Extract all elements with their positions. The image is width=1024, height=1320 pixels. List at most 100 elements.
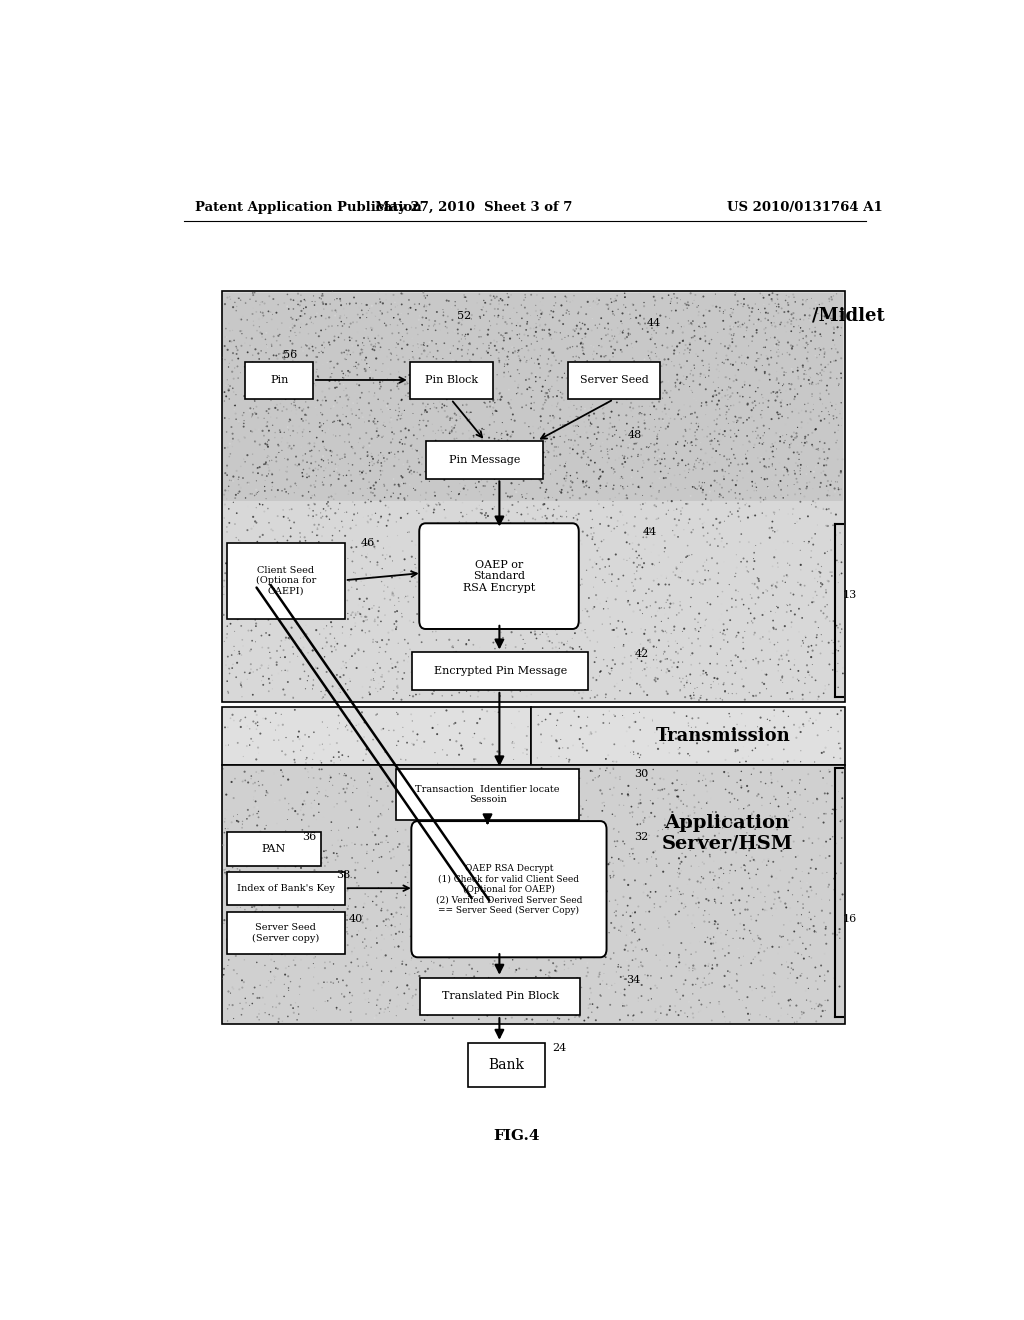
Point bbox=[317, 785, 334, 807]
Point bbox=[536, 939, 552, 960]
Text: Transaction  Identifier locate
Sessoin: Transaction Identifier locate Sessoin bbox=[416, 785, 560, 804]
Point bbox=[474, 418, 490, 440]
Point bbox=[812, 643, 828, 664]
Point bbox=[586, 372, 602, 393]
Point bbox=[297, 758, 313, 779]
Point bbox=[314, 597, 331, 618]
Point bbox=[492, 638, 508, 659]
Point bbox=[563, 429, 580, 450]
Point bbox=[360, 533, 377, 554]
Point bbox=[535, 329, 551, 350]
Point bbox=[484, 837, 501, 858]
Point bbox=[239, 589, 255, 610]
Point bbox=[623, 308, 639, 329]
Point bbox=[690, 898, 707, 919]
Point bbox=[237, 451, 253, 473]
Point bbox=[744, 649, 761, 671]
Point bbox=[228, 409, 245, 430]
Point bbox=[477, 788, 494, 809]
Point bbox=[509, 552, 525, 573]
Point bbox=[816, 343, 833, 364]
Point bbox=[826, 968, 843, 989]
Point bbox=[760, 833, 776, 854]
Point bbox=[733, 818, 750, 840]
Point bbox=[715, 302, 731, 323]
Point bbox=[401, 461, 418, 482]
Point bbox=[551, 671, 567, 692]
Point bbox=[347, 383, 364, 404]
Point bbox=[531, 807, 548, 828]
Point bbox=[263, 585, 280, 606]
Point bbox=[581, 446, 597, 467]
Point bbox=[676, 618, 692, 639]
Point bbox=[609, 511, 626, 532]
Point bbox=[751, 944, 767, 965]
Point bbox=[530, 615, 547, 636]
Point bbox=[234, 813, 251, 834]
Point bbox=[500, 425, 516, 446]
Point bbox=[453, 763, 469, 784]
Point bbox=[597, 863, 613, 884]
Point bbox=[503, 397, 519, 418]
Point bbox=[518, 896, 535, 917]
Point bbox=[460, 904, 476, 925]
Point bbox=[492, 978, 508, 999]
Point bbox=[591, 966, 607, 987]
Point bbox=[465, 781, 481, 803]
Point bbox=[456, 593, 472, 614]
Point bbox=[476, 465, 493, 486]
Point bbox=[381, 770, 397, 791]
Point bbox=[269, 444, 286, 465]
Point bbox=[730, 622, 746, 643]
Point bbox=[538, 506, 554, 527]
Point bbox=[692, 508, 709, 529]
Point bbox=[254, 465, 270, 486]
Point bbox=[461, 564, 477, 585]
Point bbox=[791, 479, 807, 500]
Point bbox=[431, 494, 447, 515]
Point bbox=[457, 286, 473, 308]
Point bbox=[774, 665, 791, 686]
Point bbox=[265, 932, 282, 953]
Point bbox=[814, 631, 830, 652]
Point bbox=[720, 682, 736, 704]
Point bbox=[826, 422, 843, 444]
Point bbox=[570, 682, 587, 704]
Point bbox=[269, 599, 286, 620]
Point bbox=[755, 750, 771, 771]
Point bbox=[534, 524, 550, 545]
Point bbox=[292, 968, 308, 989]
Point bbox=[216, 391, 232, 412]
Point bbox=[679, 1006, 695, 1027]
Bar bbox=[531, 708, 845, 766]
Point bbox=[825, 747, 842, 768]
Point bbox=[222, 614, 239, 635]
Point bbox=[547, 422, 563, 444]
Point bbox=[255, 359, 271, 380]
Point bbox=[364, 334, 380, 355]
Point bbox=[654, 371, 671, 392]
Point bbox=[459, 556, 475, 577]
Point bbox=[626, 552, 642, 573]
Point bbox=[458, 965, 474, 986]
Point bbox=[429, 368, 445, 389]
Point bbox=[752, 682, 768, 704]
Point bbox=[734, 878, 751, 899]
Point bbox=[540, 626, 556, 647]
Point bbox=[605, 304, 622, 325]
Point bbox=[810, 995, 826, 1016]
Point bbox=[402, 381, 419, 403]
Point bbox=[362, 445, 379, 466]
Point bbox=[224, 428, 241, 449]
Point bbox=[566, 429, 583, 450]
Point bbox=[497, 356, 513, 378]
Point bbox=[489, 298, 506, 319]
Point bbox=[641, 347, 657, 368]
Point bbox=[338, 791, 354, 812]
Point bbox=[657, 648, 674, 669]
Point bbox=[341, 461, 357, 482]
Point bbox=[812, 845, 828, 866]
Point bbox=[530, 816, 547, 837]
Point bbox=[689, 297, 706, 318]
Point bbox=[757, 298, 773, 319]
